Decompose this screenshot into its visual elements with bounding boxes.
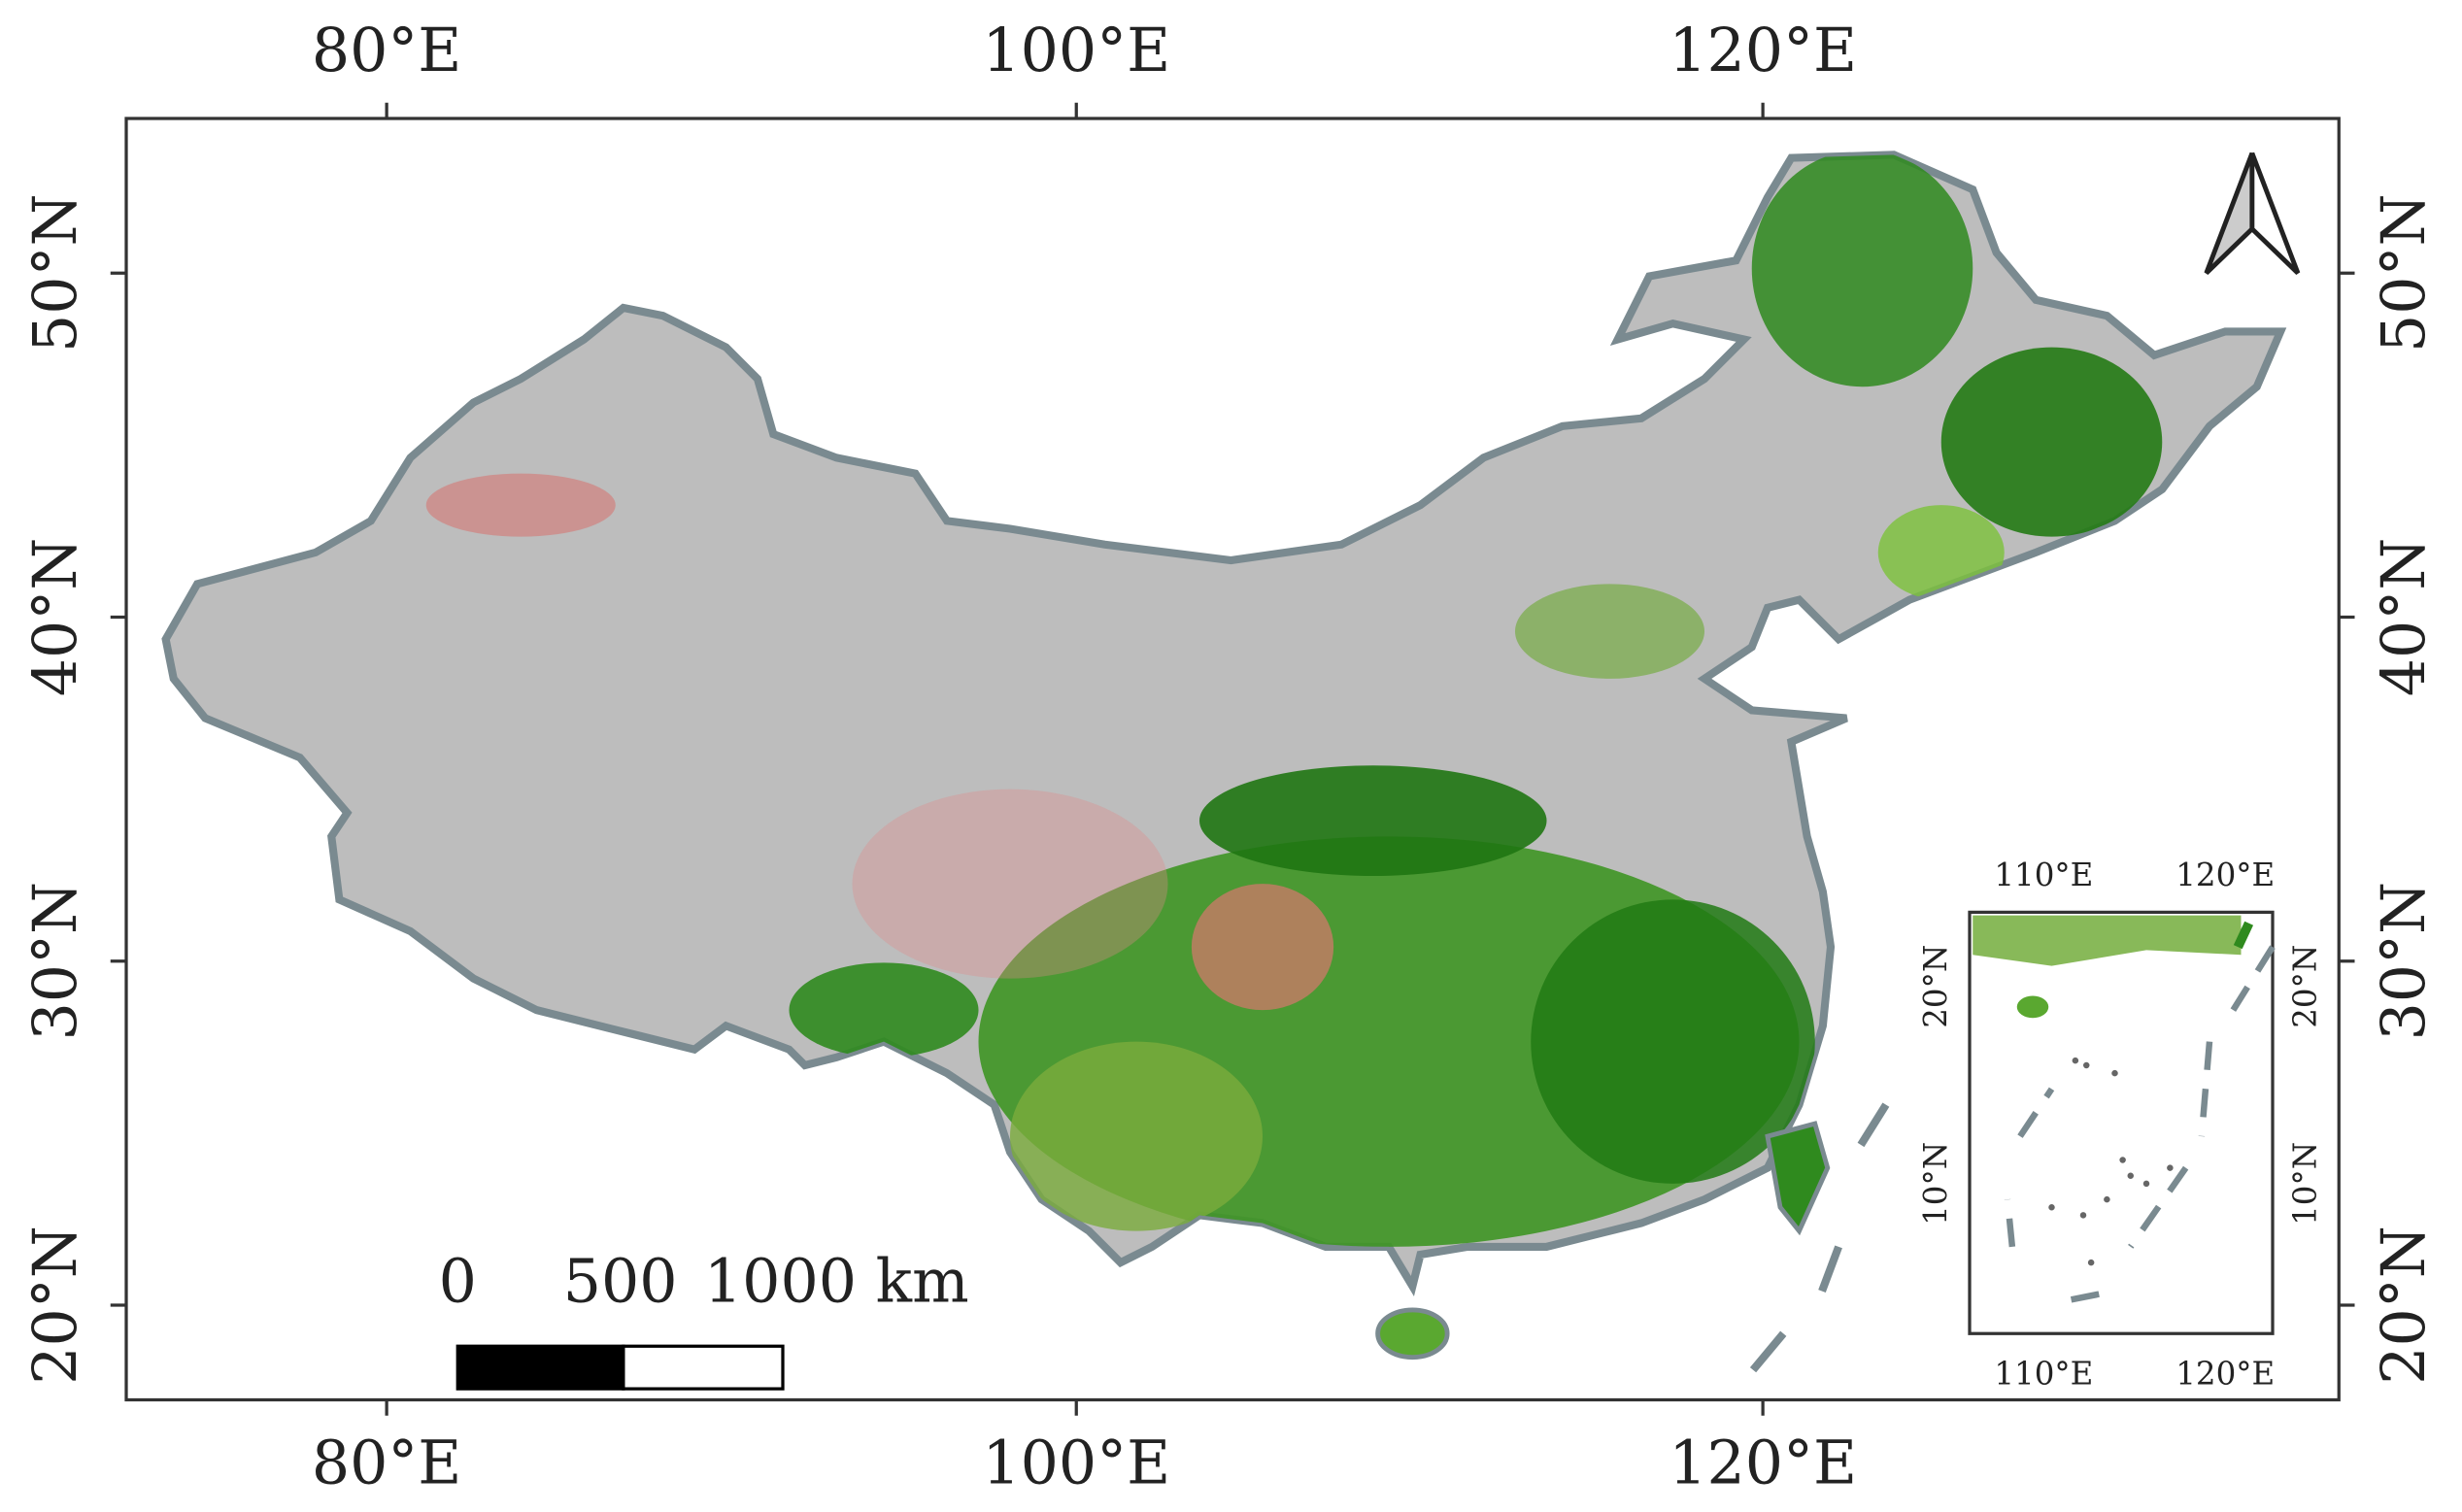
- lon-label: 80°E: [312, 16, 462, 85]
- inset-islands: [2048, 1057, 2174, 1266]
- north-arrow: [2249, 151, 2301, 276]
- inset-lon-label: 120°E: [2175, 857, 2275, 893]
- inset-land: [1973, 915, 2242, 966]
- taiwan: [1765, 1121, 1831, 1236]
- scale-label: 1000 km: [704, 1247, 969, 1317]
- lon-label: 100°E: [982, 16, 1170, 85]
- scale-label: 500: [563, 1247, 678, 1317]
- inset-taiwan: [2233, 921, 2254, 950]
- lon-label: 120°E: [1669, 16, 1857, 85]
- lat-label: 40°N: [2369, 538, 2439, 696]
- inset-lat-label: 20°N: [2286, 945, 2323, 1028]
- inset-lat-label: 10°N: [1917, 1142, 1954, 1226]
- lat-label: 30°N: [2369, 882, 2439, 1040]
- inset-lat-label: 10°N: [2286, 1142, 2323, 1226]
- lat-label: 30°N: [20, 882, 90, 1040]
- lon-label: 120°E: [1669, 1428, 1857, 1497]
- graticule-ticks: [110, 102, 2355, 1416]
- scale-bar-white: [622, 1344, 785, 1391]
- inset-lon-label: 120°E: [2175, 1356, 2275, 1393]
- inset-lat-label: 20°N: [1917, 945, 1954, 1028]
- lon-label: 80°E: [312, 1428, 462, 1497]
- lat-label: 50°N: [20, 194, 90, 353]
- scale-bar-black: [455, 1344, 625, 1391]
- inset: 110°E 120°E 110°E 120°E 20°N 10°N 20°N 1…: [1917, 857, 2323, 1393]
- inset-lon-label: 110°E: [1994, 1356, 2093, 1393]
- boundary-dashes: [1740, 1102, 1890, 1384]
- inset-frame: [1968, 910, 2275, 1335]
- graticule-labels: 80°E 80°E 100°E 100°E 120°E 120°E 50°N 50°N 40°N…: [20, 16, 2439, 1497]
- inset-hainan: [2016, 995, 2049, 1019]
- hainan: [1375, 1307, 1450, 1361]
- inset-dashes: [2004, 945, 2276, 1305]
- lat-label: 20°N: [2369, 1226, 2439, 1384]
- scale-label: 0: [439, 1247, 477, 1317]
- lon-label: 100°E: [982, 1428, 1170, 1497]
- inset-lon-label: 110°E: [1994, 857, 2093, 893]
- lat-label: 20°N: [20, 1226, 90, 1384]
- vegetation: [425, 154, 2163, 1247]
- lat-label: 50°N: [2369, 194, 2439, 353]
- lat-label: 40°N: [20, 538, 90, 696]
